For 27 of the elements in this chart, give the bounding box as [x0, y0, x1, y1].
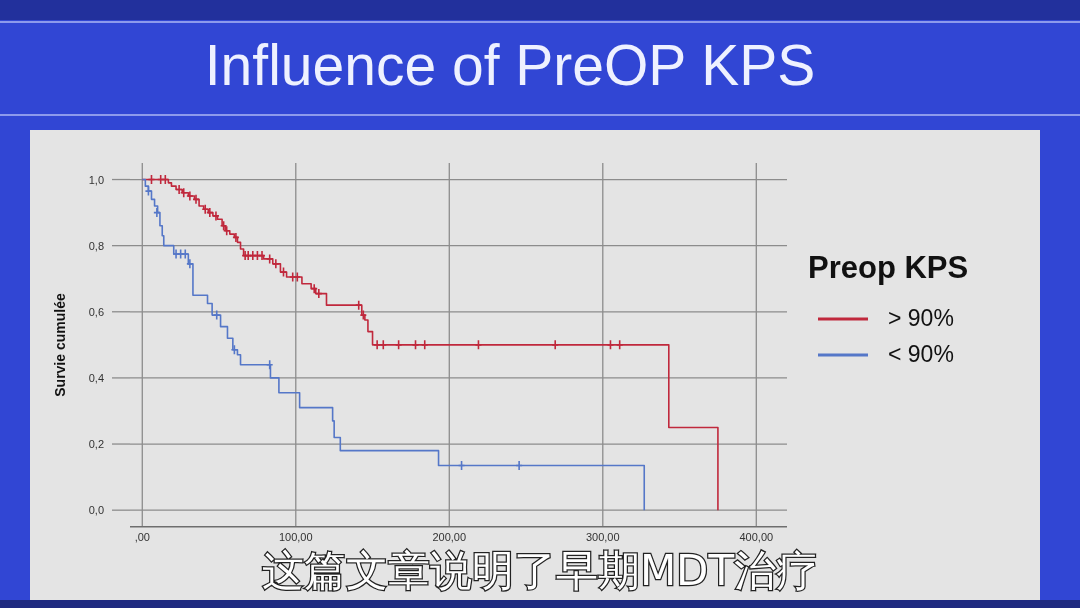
point — [420, 339, 429, 351]
y-tick-label: 0,2 — [88, 438, 104, 451]
point — [153, 207, 161, 218]
legend-label: < 90% — [888, 341, 954, 367]
legend-title: Preop KPS — [808, 250, 969, 285]
y-axis-title: Survie cumulée — [52, 293, 68, 397]
legend-label: > 90% — [888, 305, 954, 331]
point — [212, 309, 221, 321]
y-tick-label: 0,8 — [88, 239, 104, 252]
x-tick-label: ,00 — [134, 531, 150, 543]
title: Influence of PreOP KPS — [204, 33, 816, 97]
y-tick-label: 1,0 — [88, 173, 104, 186]
x-tick-label: 200,00 — [432, 531, 467, 543]
point — [201, 203, 210, 215]
point — [515, 460, 523, 471]
x-tick-label: 400,00 — [739, 531, 774, 543]
point — [258, 250, 266, 261]
point — [181, 248, 190, 260]
y-tick-label: 0,6 — [88, 305, 104, 318]
point — [232, 232, 240, 243]
x-tick-label: 100,00 — [278, 531, 313, 543]
y-tick-label: 0,4 — [88, 371, 104, 384]
point — [379, 339, 388, 351]
point — [551, 339, 560, 351]
x-tick-label: 300,00 — [585, 531, 620, 543]
point — [354, 299, 363, 311]
y-tick-label: 0,0 — [88, 504, 104, 517]
